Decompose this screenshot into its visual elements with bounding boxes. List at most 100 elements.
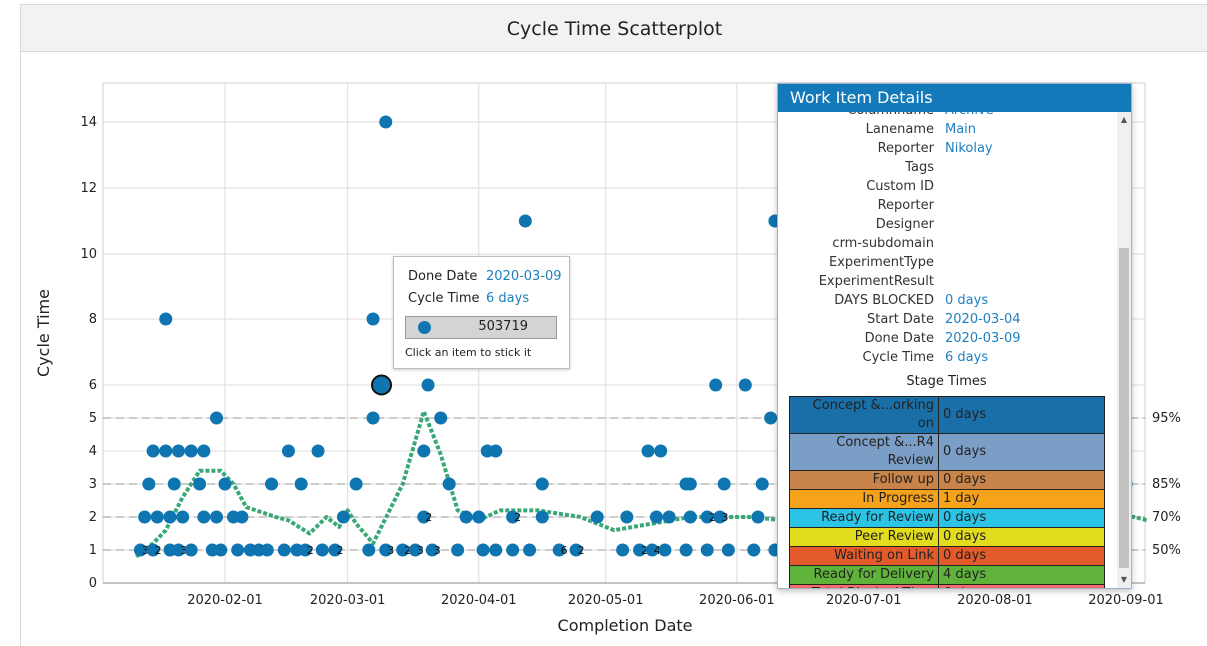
data-point[interactable] <box>298 543 312 557</box>
data-point[interactable] <box>328 543 342 557</box>
data-point[interactable] <box>751 510 765 524</box>
data-point[interactable] <box>662 510 676 524</box>
data-point[interactable] <box>349 477 363 491</box>
data-point[interactable] <box>713 510 727 524</box>
data-point[interactable] <box>476 543 490 557</box>
data-point[interactable] <box>366 411 380 425</box>
data-point[interactable] <box>396 543 410 557</box>
data-point[interactable] <box>700 510 714 524</box>
data-point[interactable] <box>489 543 503 557</box>
data-point[interactable] <box>171 543 185 557</box>
data-point[interactable] <box>417 510 431 524</box>
tooltip-work-item[interactable]: 503719 <box>405 316 557 339</box>
data-point[interactable] <box>649 510 663 524</box>
panel-header[interactable]: Work Item Details <box>778 84 1131 112</box>
data-point[interactable] <box>535 510 549 524</box>
detail-field-value[interactable]: Archive <box>945 112 994 118</box>
data-point[interactable] <box>146 543 160 557</box>
data-point[interactable] <box>171 444 185 458</box>
data-point[interactable] <box>472 510 486 524</box>
data-point[interactable] <box>235 510 249 524</box>
data-point[interactable] <box>408 543 422 557</box>
data-point[interactable] <box>366 312 380 326</box>
data-point[interactable] <box>535 477 549 491</box>
panel-scrollbar[interactable]: ▲ ▼ <box>1117 112 1131 588</box>
data-point[interactable] <box>658 543 672 557</box>
data-point[interactable] <box>616 543 630 557</box>
data-point[interactable] <box>755 477 769 491</box>
detail-field-value[interactable]: 2020-03-04 <box>945 312 1021 327</box>
data-point[interactable] <box>159 312 173 326</box>
data-point[interactable] <box>197 444 211 458</box>
data-point[interactable] <box>277 543 291 557</box>
data-point[interactable] <box>700 543 714 557</box>
detail-field-value[interactable]: 0 days <box>945 293 989 308</box>
highlighted-data-point[interactable] <box>371 374 393 396</box>
data-point[interactable] <box>590 510 604 524</box>
detail-field-value[interactable]: Main <box>945 122 977 137</box>
data-point[interactable] <box>717 477 731 491</box>
detail-field-value[interactable]: 6 days <box>945 350 989 365</box>
data-point[interactable] <box>552 543 566 557</box>
data-point[interactable] <box>518 214 532 228</box>
data-point[interactable] <box>442 477 456 491</box>
data-point[interactable] <box>336 510 350 524</box>
data-point[interactable] <box>417 444 431 458</box>
data-point[interactable] <box>294 477 308 491</box>
data-point[interactable] <box>425 543 439 557</box>
data-point[interactable] <box>645 543 659 557</box>
data-point[interactable] <box>210 411 224 425</box>
data-point[interactable] <box>489 444 503 458</box>
data-point[interactable] <box>193 477 207 491</box>
data-point[interactable] <box>709 378 723 392</box>
data-point[interactable] <box>260 543 274 557</box>
data-point[interactable] <box>214 543 228 557</box>
data-point[interactable] <box>146 444 160 458</box>
data-point[interactable] <box>747 543 761 557</box>
data-point[interactable] <box>683 477 697 491</box>
data-point[interactable] <box>379 543 393 557</box>
data-point[interactable] <box>167 477 181 491</box>
data-point[interactable] <box>683 510 697 524</box>
data-point[interactable] <box>459 510 473 524</box>
data-point[interactable] <box>421 378 435 392</box>
data-point[interactable] <box>523 543 537 557</box>
data-point[interactable] <box>197 510 211 524</box>
data-point[interactable] <box>451 543 465 557</box>
data-point[interactable] <box>218 477 232 491</box>
data-point[interactable] <box>184 444 198 458</box>
data-point[interactable] <box>231 543 245 557</box>
data-point[interactable] <box>184 543 198 557</box>
data-point[interactable] <box>764 411 778 425</box>
data-point[interactable] <box>133 543 147 557</box>
data-point[interactable] <box>506 543 520 557</box>
data-point[interactable] <box>163 510 177 524</box>
data-point[interactable] <box>379 115 393 129</box>
data-point[interactable] <box>738 378 752 392</box>
data-point[interactable] <box>138 510 152 524</box>
data-point[interactable] <box>620 510 634 524</box>
data-point[interactable] <box>159 444 173 458</box>
scroll-thumb[interactable] <box>1119 248 1129 568</box>
data-point[interactable] <box>654 444 668 458</box>
detail-field-value[interactable]: 2020-03-09 <box>945 331 1021 346</box>
data-point[interactable] <box>265 477 279 491</box>
data-point[interactable] <box>434 411 448 425</box>
data-point[interactable] <box>176 510 190 524</box>
data-point[interactable] <box>721 543 735 557</box>
data-point[interactable] <box>281 444 295 458</box>
data-point[interactable] <box>633 543 647 557</box>
scroll-down-arrow-icon[interactable]: ▼ <box>1120 575 1128 584</box>
data-point[interactable] <box>311 444 325 458</box>
data-point[interactable] <box>142 477 156 491</box>
data-point[interactable] <box>210 510 224 524</box>
data-point[interactable] <box>569 543 583 557</box>
data-point[interactable] <box>362 543 376 557</box>
scroll-up-arrow-icon[interactable]: ▲ <box>1120 115 1128 124</box>
data-point[interactable] <box>679 543 693 557</box>
data-point[interactable] <box>506 510 520 524</box>
detail-field-value[interactable]: Nikolay <box>945 141 993 156</box>
data-point[interactable] <box>315 543 329 557</box>
data-point[interactable] <box>150 510 164 524</box>
